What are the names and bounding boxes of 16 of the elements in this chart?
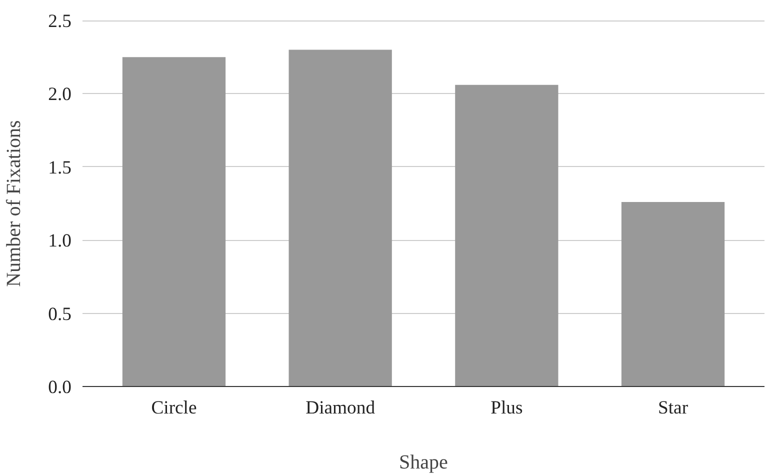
bar xyxy=(621,202,725,386)
y-tick-label: 1.0 xyxy=(48,230,72,252)
y-tick-label: 2.0 xyxy=(48,84,72,106)
bar xyxy=(122,57,226,386)
y-tick-label: 0.5 xyxy=(48,304,72,325)
y-axis-title: Number of Fixations xyxy=(3,120,26,287)
x-tick-label: Star xyxy=(658,398,689,418)
x-tick-label: Plus xyxy=(490,398,523,418)
x-axis-title: Shape xyxy=(399,452,448,474)
x-tick-label: Circle xyxy=(151,398,197,418)
bar xyxy=(288,50,392,386)
y-tick-label: 2.5 xyxy=(48,11,72,32)
y-tick-label: 0.0 xyxy=(48,377,72,398)
bar xyxy=(455,84,558,386)
y-tick-label: 1.5 xyxy=(48,157,72,178)
x-tick-label: Diamond xyxy=(306,398,376,418)
